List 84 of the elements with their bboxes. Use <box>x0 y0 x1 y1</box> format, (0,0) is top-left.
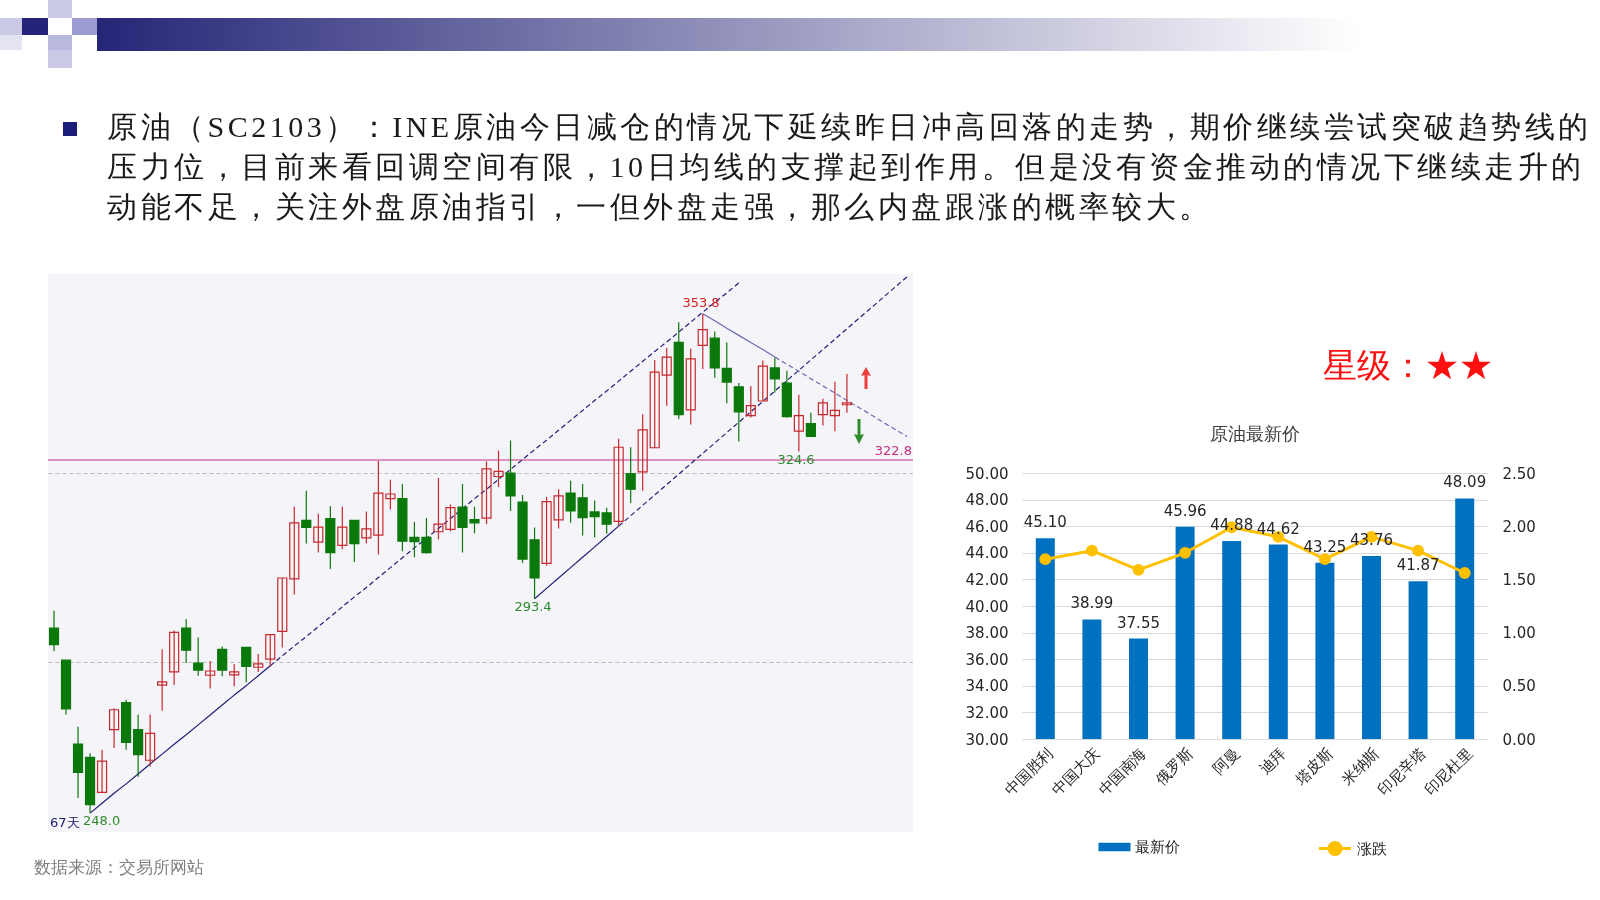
candlestick <box>505 440 516 512</box>
point <box>1179 546 1192 559</box>
point <box>1039 553 1052 566</box>
annotation: 293.4 <box>514 599 552 614</box>
candlestick <box>96 749 108 793</box>
y-tick-label: 30.00 <box>965 730 1009 749</box>
chart-title: 原油（SC2103）：INE原油今日减仓的情况下延续昨日冲高回落的走势，期价继续尝试突破趋势线的压力位，目前来看回调空间有限，10日均线的支撑起到作用。但是没有资金推动的情况下继续走升的动能不足，关注外盘原油指引，一但外盘走强，那么内盘跟涨的概率较大。 <box>107 109 1593 225</box>
candlestick <box>637 413 648 492</box>
candlestick <box>181 618 192 664</box>
chart-title: 原油最新价 <box>1210 424 1300 444</box>
candlestick <box>193 636 204 677</box>
legend-label: 最新价 <box>1134 838 1180 856</box>
candlestick <box>48 609 60 652</box>
candlestick <box>721 341 732 404</box>
text: 星级：★★ <box>1323 346 1493 386</box>
ref-line-label: 322.8 <box>874 443 912 458</box>
candlestick <box>685 347 696 426</box>
candlestick <box>649 359 660 449</box>
candlestick <box>829 381 841 432</box>
annotation: 353.8 <box>682 295 720 310</box>
annotation: 248.0 <box>83 813 121 828</box>
y-tick-label: 48.00 <box>965 491 1009 510</box>
data-label: 45.10 <box>1023 513 1067 532</box>
candlestick <box>793 394 804 453</box>
candlestick <box>841 373 853 414</box>
candlestick <box>349 519 360 563</box>
x-tick-label: 俄罗斯 <box>1151 744 1197 789</box>
y-tick-label: 40.00 <box>965 597 1009 616</box>
candlestick <box>241 646 252 683</box>
candlestick <box>229 663 240 687</box>
candlestick <box>817 398 828 427</box>
y-tick-label: 34.00 <box>965 677 1009 696</box>
y2-tick-label: 0.00 <box>1502 730 1536 749</box>
data-label: 41.87 <box>1396 556 1440 575</box>
candlestick <box>697 313 708 370</box>
candlestick <box>205 660 216 690</box>
candlestick <box>745 385 756 419</box>
y-tick-label: 32.00 <box>965 703 1009 722</box>
data-label: 45.96 <box>1163 501 1207 520</box>
data-label: 37.55 <box>1117 613 1160 632</box>
x-tick-label: 阿曼 <box>1209 744 1244 779</box>
candlestick <box>217 645 228 677</box>
candlestick <box>805 412 816 438</box>
candlestick <box>625 446 636 504</box>
source-note: 数据来源：交易所网站 <box>34 858 204 878</box>
x-tick-label: 迪拜 <box>1255 744 1290 779</box>
candlestick <box>661 347 672 407</box>
candlestick <box>157 648 168 712</box>
candlestick <box>145 713 156 767</box>
y-tick-label: 38.00 <box>965 624 1009 643</box>
point <box>1132 563 1145 576</box>
data-label: 44.62 <box>1256 519 1300 538</box>
candlestick <box>301 490 312 545</box>
y-tick-label: 36.00 <box>965 650 1009 669</box>
candlestick <box>613 438 624 527</box>
candlestick <box>265 634 276 668</box>
y2-tick-label: 2.50 <box>1502 464 1536 483</box>
candlestick <box>277 577 288 649</box>
data-label: 48.09 <box>1443 473 1487 492</box>
x-tick-label: 塔皮斯 <box>1290 744 1337 790</box>
candlestick <box>769 357 780 394</box>
y-tick-label: 50.00 <box>965 464 1009 483</box>
candlestick <box>337 506 348 550</box>
candlestick <box>169 629 180 686</box>
point <box>1458 567 1471 579</box>
y-tick-label: 44.00 <box>965 544 1009 563</box>
candlestick <box>313 513 324 554</box>
y2-tick-label: 1.00 <box>1502 624 1536 643</box>
y-tick-label: 42.00 <box>965 570 1009 589</box>
candlestick <box>289 506 300 596</box>
point <box>1412 544 1425 557</box>
y-tick-label: 46.00 <box>965 517 1009 536</box>
annotation: 324.6 <box>777 452 815 467</box>
candlestick <box>108 707 120 749</box>
y2-tick-label: 1.50 <box>1502 570 1536 589</box>
legend-label: 涨跌 <box>1356 839 1387 858</box>
data-label: 38.99 <box>1070 594 1114 613</box>
point <box>1085 544 1098 557</box>
candlestick <box>757 359 768 402</box>
y2-tick-label: 0.50 <box>1502 677 1536 696</box>
y2-tick-label: 2.00 <box>1502 517 1536 536</box>
point <box>1318 553 1331 566</box>
annotation: 67天 <box>50 815 80 830</box>
data-label: 43.25 <box>1303 537 1347 556</box>
